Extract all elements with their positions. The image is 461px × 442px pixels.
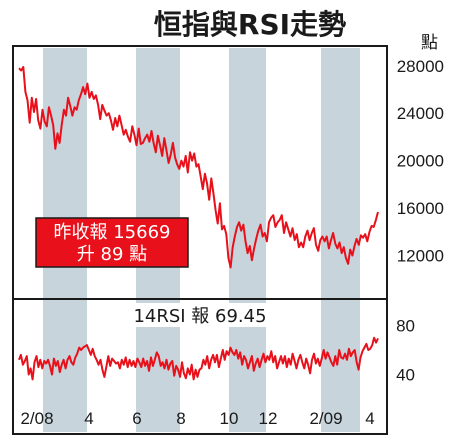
x-tick-label: 12 <box>259 409 278 428</box>
rsi-label: 14RSI 報 69.45 <box>133 306 266 327</box>
rsi-label-bg <box>126 303 274 327</box>
rsi-series-line <box>18 336 379 381</box>
plot-frame <box>12 45 388 435</box>
unit-label: 點 <box>421 33 438 53</box>
upper-y-tick-label: 24000 <box>397 104 444 123</box>
upper-y-ticks: 28000 24000 20000 16000 12000 <box>397 57 444 266</box>
x-tick-labels: 2/08 4 6 8 10 12 2/09 4 <box>20 409 374 428</box>
lower-y-tick-label: 40 <box>396 366 415 385</box>
x-tick-label: 4 <box>365 409 374 428</box>
upper-y-tick-label: 20000 <box>397 152 444 171</box>
annotation-line-1: 昨收報 15669 <box>54 222 171 243</box>
upper-y-tick-label: 12000 <box>397 247 444 266</box>
chart-title: 恒指與RSI走勢 <box>154 8 346 41</box>
hsi-series-line <box>18 66 379 269</box>
annotation-box <box>35 217 189 268</box>
lower-y-tick-label: 80 <box>396 317 415 336</box>
x-tick-label: 6 <box>132 409 141 428</box>
x-tick-label: 10 <box>220 409 239 428</box>
annotation-line-2: 升 89 點 <box>77 244 147 265</box>
close-annotation: 昨收報 15669 升 89 點 <box>35 217 189 268</box>
x-tick-label: 4 <box>84 409 93 428</box>
lower-y-ticks: 80 40 <box>396 317 415 385</box>
upper-y-tick-label: 28000 <box>397 57 444 76</box>
upper-y-tick-label: 16000 <box>397 199 444 218</box>
x-tick-label: 8 <box>176 409 185 428</box>
x-tick-label: 2/08 <box>20 409 53 428</box>
x-tick-label: 2/09 <box>309 409 342 428</box>
